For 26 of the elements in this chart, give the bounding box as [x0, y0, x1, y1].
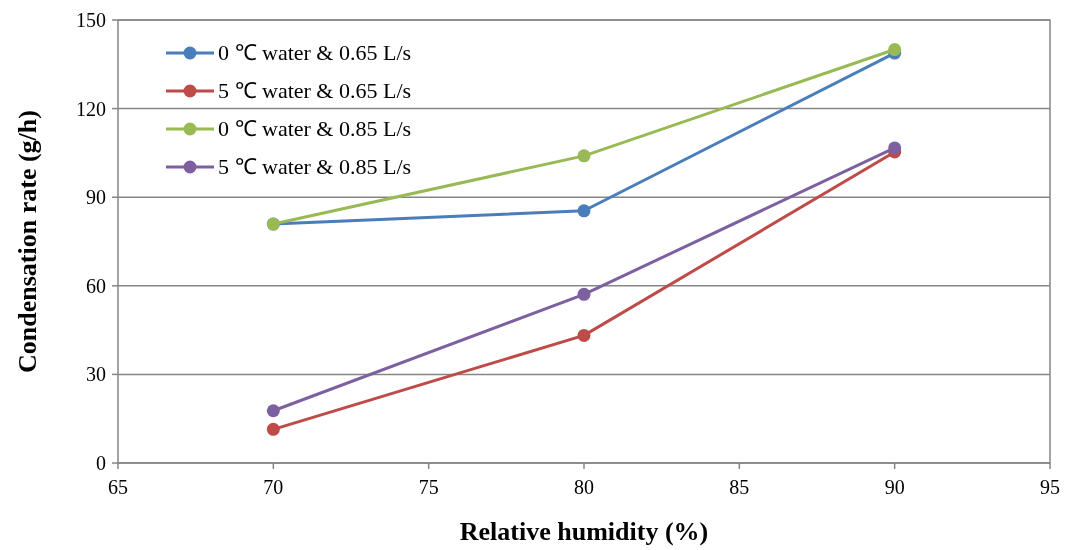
point [577, 204, 591, 218]
x-tick-label: 95 [1040, 476, 1060, 498]
point [266, 404, 280, 418]
y-tick-label: 120 [76, 97, 106, 120]
point [577, 328, 591, 342]
y-tick-label: 0 [96, 452, 106, 474]
x-tick-label: 65 [108, 476, 128, 498]
point [266, 422, 280, 436]
y-axis-title: Condensation rate (g/h) [13, 110, 42, 373]
x-tick-label: 85 [729, 476, 750, 498]
point [888, 141, 902, 155]
y-tick-label: 90 [86, 186, 106, 209]
y-tick-label: 60 [86, 274, 106, 297]
x-tick-label: 70 [263, 476, 284, 498]
legend-label: 0 ℃ water & 0.85 L/s [218, 116, 412, 141]
point [577, 287, 591, 301]
y-tick-label: 30 [86, 363, 106, 386]
legend-label: 5 ℃ water & 0.85 L/s [218, 154, 412, 179]
point [577, 149, 591, 163]
legend-label: 5 ℃ water & 0.65 L/s [218, 78, 412, 103]
y-tick-label: 150 [76, 9, 106, 31]
x-tick-label: 80 [574, 476, 594, 498]
x-tick-label: 90 [884, 476, 905, 498]
legend-label: 0 ℃ water & 0.65 L/s [218, 40, 412, 65]
x-axis-title: Relative humidity (%) [459, 517, 709, 546]
x-tick-label: 75 [418, 476, 439, 498]
